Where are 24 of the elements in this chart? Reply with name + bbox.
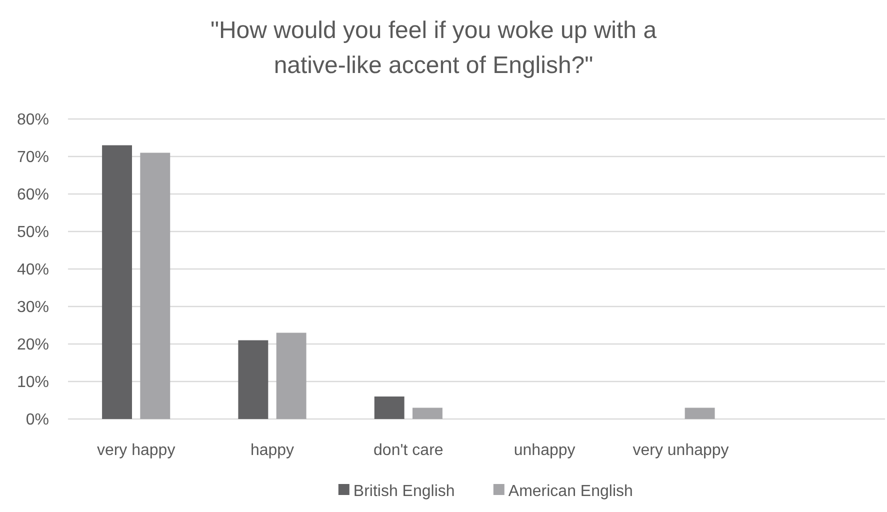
x-tick-label: happy [250,442,294,459]
y-tick-label: 20% [16,336,49,354]
y-tick-label: 80% [16,112,49,129]
y-tick-label: 40% [16,262,49,279]
bar [374,396,404,419]
x-tick-label: don't care [374,442,444,459]
y-tick-label: 70% [16,149,49,166]
bar [276,332,306,419]
y-tick-label: 50% [16,224,49,242]
legend-label: British English [353,483,455,500]
y-tick-label: 60% [16,186,49,204]
bar [684,408,715,419]
bar [238,340,268,419]
x-tick-label: very happy [96,442,176,459]
x-tick-label: very unhappy [632,442,729,459]
y-tick-label: 10% [16,374,49,392]
y-tick-label: 30% [16,299,49,316]
x-tick-label: unhappy [514,442,576,459]
bar [412,408,442,419]
bar [140,152,170,419]
y-tick-label: 0% [26,412,49,429]
bar [102,145,132,419]
chart-title: "How would you feel if you woke up with a native-like accent of English?" [210,17,658,79]
legend-label: American English [508,483,633,500]
